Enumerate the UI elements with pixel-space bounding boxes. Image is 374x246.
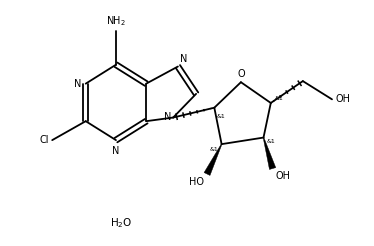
Text: OH: OH — [335, 94, 351, 104]
Text: &1: &1 — [216, 114, 225, 119]
Text: NH$_2$: NH$_2$ — [106, 15, 126, 28]
Text: N: N — [112, 146, 120, 155]
Text: N: N — [180, 54, 187, 64]
Text: &1: &1 — [210, 147, 219, 152]
Text: H$_2$O: H$_2$O — [110, 216, 133, 230]
Text: HO: HO — [189, 177, 204, 187]
Polygon shape — [204, 144, 222, 175]
Text: &1: &1 — [275, 96, 283, 101]
Text: Cl: Cl — [40, 135, 49, 145]
Text: N: N — [74, 79, 82, 89]
Text: O: O — [237, 69, 245, 78]
Polygon shape — [263, 138, 276, 169]
Text: &1: &1 — [266, 139, 275, 144]
Text: N: N — [164, 112, 171, 122]
Text: OH: OH — [276, 171, 291, 182]
